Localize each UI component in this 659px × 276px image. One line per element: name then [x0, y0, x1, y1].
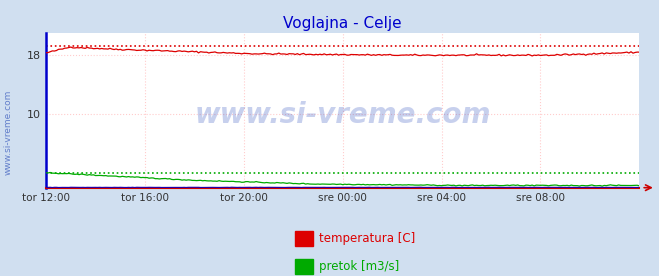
Bar	[295, 231, 313, 246]
Title: Voglajna - Celje: Voglajna - Celje	[283, 15, 402, 31]
Text: www.si-vreme.com: www.si-vreme.com	[194, 101, 491, 129]
Text: www.si-vreme.com: www.si-vreme.com	[3, 90, 13, 175]
Bar	[295, 259, 313, 274]
Text: pretok [m3/s]: pretok [m3/s]	[319, 260, 399, 273]
Text: temperatura [C]: temperatura [C]	[319, 232, 415, 245]
